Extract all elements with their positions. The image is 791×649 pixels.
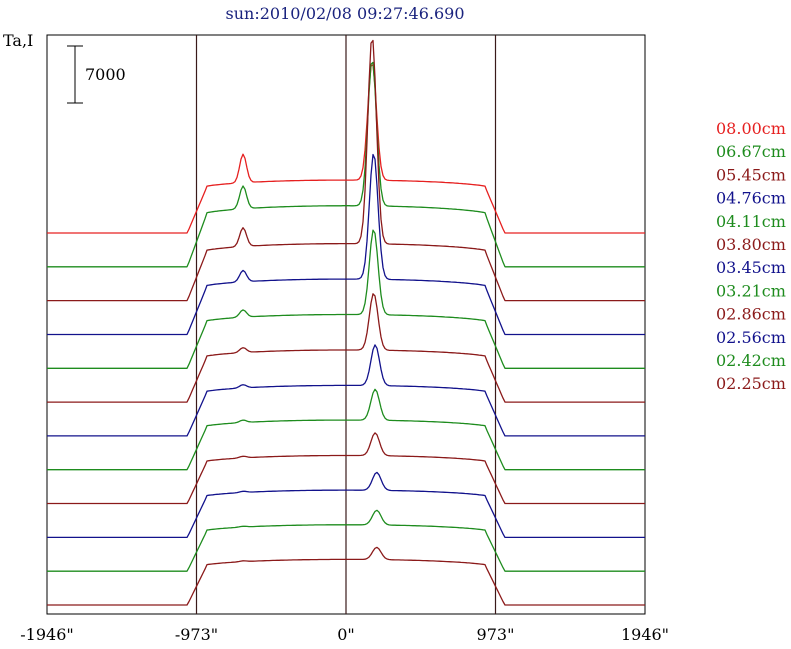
legend-entry: 02.42cm (716, 351, 786, 370)
trace-02.86cm (47, 432, 645, 505)
legend-entry: 04.76cm (716, 189, 786, 208)
trace-02.25cm (47, 546, 645, 606)
x-tick-label: -1946" (20, 625, 73, 644)
trace-03.21cm (47, 388, 645, 471)
trace-03.45cm (47, 344, 645, 437)
trace-04.76cm (47, 153, 645, 336)
x-tick-label: -973" (175, 625, 218, 644)
legend-entry: 03.45cm (716, 258, 786, 277)
trace-04.11cm (47, 229, 645, 369)
x-tick-label: 0" (337, 625, 355, 644)
legend-entry: 02.56cm (716, 328, 786, 347)
spectral-traces (47, 39, 645, 606)
legend-entry: 06.67cm (716, 142, 786, 161)
scale-bar: 7000 (67, 45, 126, 104)
trace-08.00cm (47, 63, 645, 234)
trace-02.56cm (47, 471, 645, 539)
y-axis-label: Ta,I (3, 31, 33, 50)
legend: 08.00cm 06.67cm 05.45cm 04.76cm 04.11cm 03.80… (716, 119, 786, 393)
x-tick-labels: -1946" -973" 0" 973" 1946" (20, 625, 669, 644)
scale-bar-label: 7000 (85, 65, 126, 84)
x-tick-label: 973" (477, 625, 515, 644)
legend-entry: 02.25cm (716, 374, 786, 393)
legend-entry: 04.11cm (716, 212, 786, 231)
legend-entry: 02.86cm (716, 305, 786, 324)
x-tick-label: 1946" (621, 625, 669, 644)
legend-entry: 03.80cm (716, 235, 786, 254)
legend-entry: 08.00cm (716, 119, 786, 138)
legend-entry: 03.21cm (716, 281, 786, 300)
legend-entry: 05.45cm (716, 165, 786, 184)
trace-02.42cm (47, 509, 645, 572)
chart-title: sun:2010/02/08 09:27:46.690 (226, 4, 465, 23)
trace-05.45cm (47, 39, 645, 302)
trace-03.80cm (47, 293, 645, 403)
trace-06.67cm (47, 61, 645, 268)
